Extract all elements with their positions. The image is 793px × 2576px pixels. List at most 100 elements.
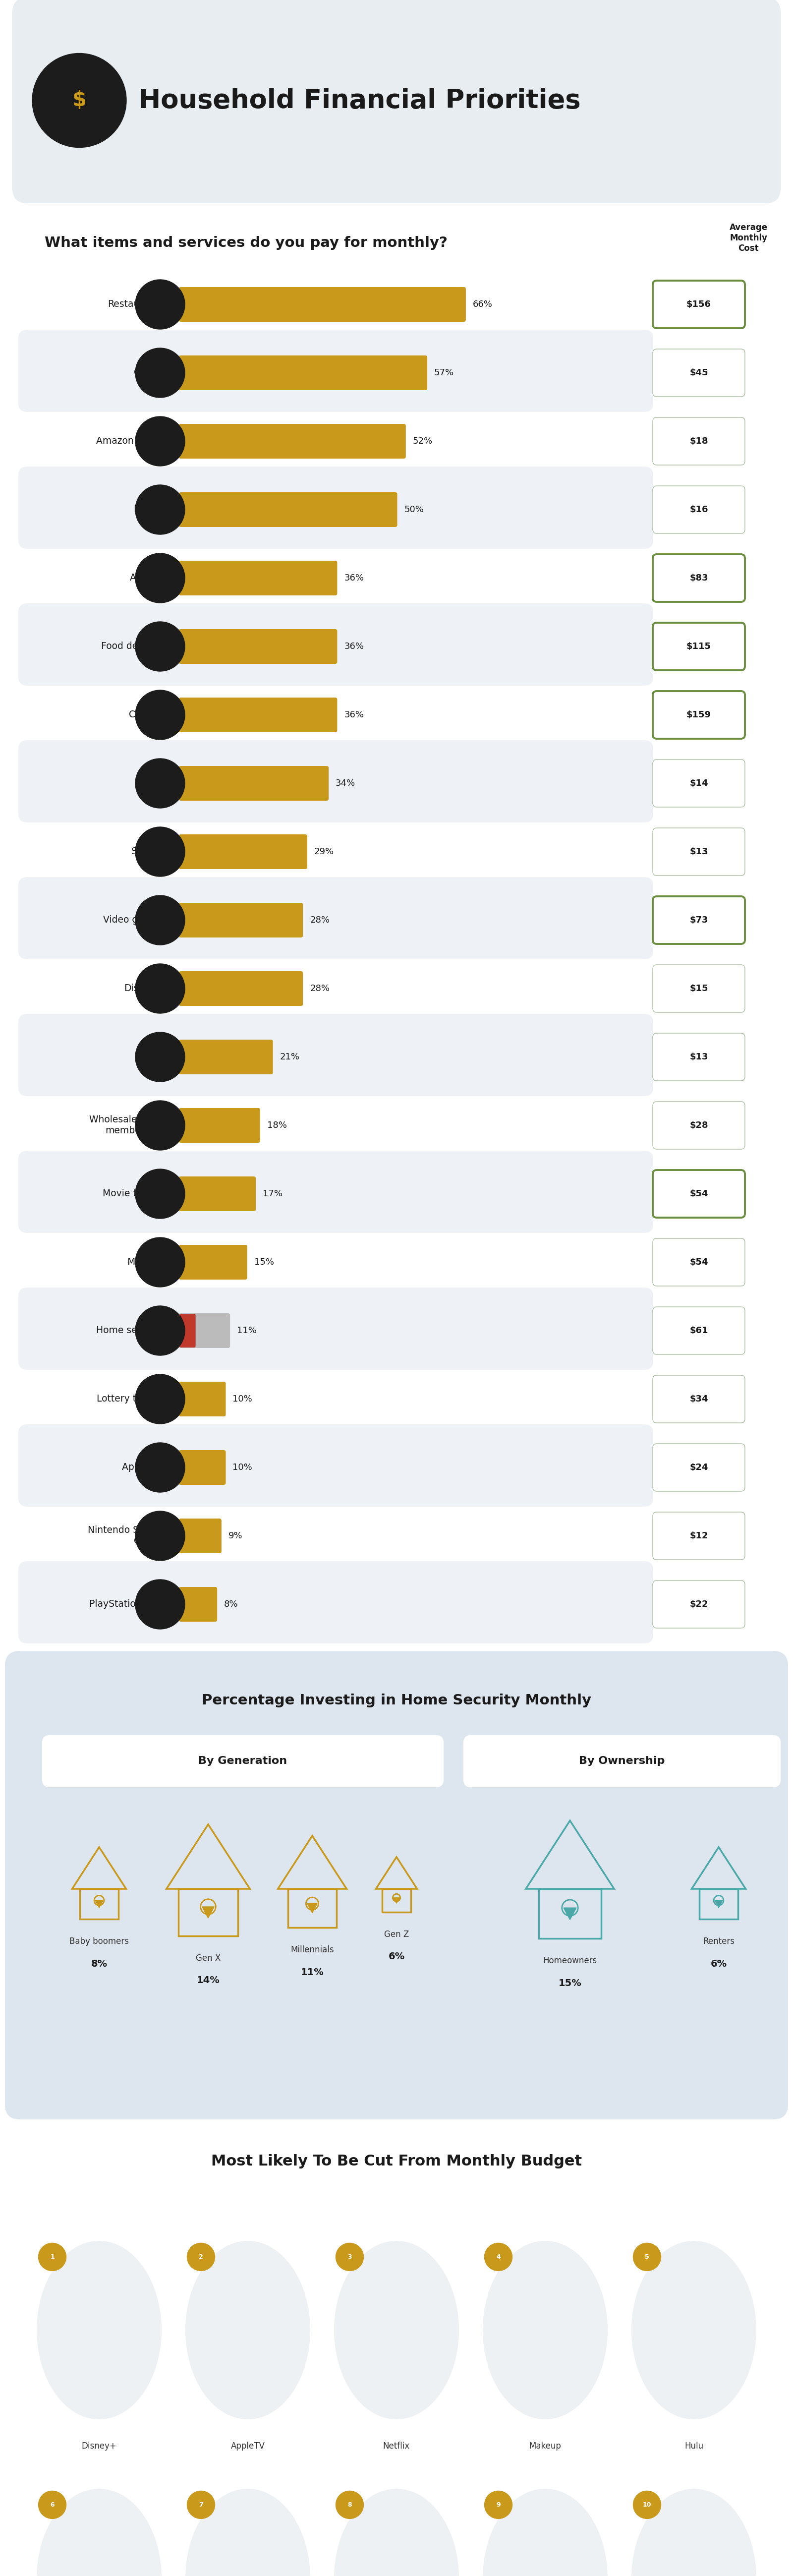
Circle shape bbox=[136, 417, 185, 466]
Polygon shape bbox=[393, 1899, 400, 1904]
FancyBboxPatch shape bbox=[179, 902, 303, 938]
Circle shape bbox=[136, 1033, 185, 1082]
Text: $24: $24 bbox=[690, 1463, 708, 1471]
Text: $: $ bbox=[72, 90, 86, 111]
Text: By Ownership: By Ownership bbox=[579, 1757, 665, 1767]
Text: Gen X: Gen X bbox=[196, 1953, 220, 1963]
Text: $22: $22 bbox=[690, 1600, 708, 1610]
Text: Food delivery: Food delivery bbox=[101, 641, 163, 652]
Ellipse shape bbox=[36, 2241, 162, 2419]
FancyBboxPatch shape bbox=[13, 0, 780, 204]
Circle shape bbox=[33, 54, 126, 147]
FancyBboxPatch shape bbox=[653, 966, 745, 1012]
Text: Disney+: Disney+ bbox=[124, 984, 163, 994]
Text: 17%: 17% bbox=[262, 1190, 282, 1198]
Text: 10: 10 bbox=[642, 2501, 651, 2509]
Text: Lottery tickets: Lottery tickets bbox=[97, 1394, 163, 1404]
FancyBboxPatch shape bbox=[179, 1314, 230, 1347]
Circle shape bbox=[136, 963, 185, 1012]
Ellipse shape bbox=[334, 2241, 459, 2419]
Text: 18%: 18% bbox=[267, 1121, 287, 1131]
Text: Makeup: Makeup bbox=[127, 1257, 163, 1267]
Text: Amazon Prime: Amazon Prime bbox=[96, 435, 163, 446]
FancyBboxPatch shape bbox=[179, 1450, 226, 1484]
Text: 15%: 15% bbox=[558, 1978, 581, 1989]
FancyBboxPatch shape bbox=[18, 739, 653, 822]
Text: Max: Max bbox=[144, 1051, 163, 1061]
Polygon shape bbox=[307, 1904, 317, 1914]
FancyBboxPatch shape bbox=[18, 1015, 653, 1097]
Text: $54: $54 bbox=[690, 1190, 708, 1198]
FancyBboxPatch shape bbox=[653, 1443, 745, 1492]
Text: 34%: 34% bbox=[335, 778, 355, 788]
FancyBboxPatch shape bbox=[179, 286, 465, 322]
Text: 1: 1 bbox=[50, 2254, 55, 2259]
FancyBboxPatch shape bbox=[653, 281, 745, 327]
Text: 8%: 8% bbox=[224, 1600, 238, 1610]
FancyBboxPatch shape bbox=[653, 1033, 745, 1082]
Text: $18: $18 bbox=[689, 438, 708, 446]
FancyBboxPatch shape bbox=[179, 1244, 247, 1280]
Circle shape bbox=[136, 554, 185, 603]
Text: $83: $83 bbox=[689, 574, 708, 582]
Text: Restaurants: Restaurants bbox=[108, 299, 163, 309]
Text: Wholesale store
membership: Wholesale store membership bbox=[89, 1115, 163, 1136]
Text: 3: 3 bbox=[347, 2254, 352, 2259]
FancyBboxPatch shape bbox=[179, 698, 337, 732]
Text: Renters: Renters bbox=[703, 1937, 734, 1945]
FancyBboxPatch shape bbox=[18, 1151, 653, 1234]
Text: Netflix: Netflix bbox=[383, 2442, 410, 2450]
Circle shape bbox=[136, 690, 185, 739]
Text: 10%: 10% bbox=[232, 1394, 252, 1404]
Ellipse shape bbox=[631, 2241, 757, 2419]
Circle shape bbox=[485, 2491, 512, 2519]
FancyBboxPatch shape bbox=[18, 466, 653, 549]
FancyBboxPatch shape bbox=[179, 971, 303, 1005]
Text: 14%: 14% bbox=[197, 1976, 220, 1986]
Text: 21%: 21% bbox=[280, 1054, 300, 1061]
FancyBboxPatch shape bbox=[179, 1517, 221, 1553]
Circle shape bbox=[136, 1373, 185, 1425]
Text: Coffee: Coffee bbox=[134, 368, 163, 379]
Text: 57%: 57% bbox=[435, 368, 454, 376]
Ellipse shape bbox=[631, 2488, 757, 2576]
FancyBboxPatch shape bbox=[463, 1736, 780, 1788]
Text: $159: $159 bbox=[687, 711, 711, 719]
FancyBboxPatch shape bbox=[653, 760, 745, 806]
FancyBboxPatch shape bbox=[179, 562, 337, 595]
Polygon shape bbox=[564, 1909, 577, 1919]
FancyBboxPatch shape bbox=[179, 492, 397, 528]
Text: Average
Monthly
Cost: Average Monthly Cost bbox=[730, 224, 768, 252]
Text: 28%: 28% bbox=[310, 984, 330, 992]
Text: 11%: 11% bbox=[237, 1327, 257, 1334]
FancyBboxPatch shape bbox=[653, 1239, 745, 1285]
Circle shape bbox=[187, 2491, 215, 2519]
Circle shape bbox=[136, 1236, 185, 1288]
Text: 6%: 6% bbox=[711, 1960, 727, 1968]
Ellipse shape bbox=[483, 2488, 607, 2576]
Circle shape bbox=[187, 2244, 215, 2272]
FancyBboxPatch shape bbox=[653, 1170, 745, 1218]
Text: Hulu: Hulu bbox=[142, 778, 163, 788]
FancyBboxPatch shape bbox=[653, 1376, 745, 1422]
Text: $34: $34 bbox=[690, 1394, 708, 1404]
Polygon shape bbox=[95, 1901, 103, 1909]
FancyBboxPatch shape bbox=[179, 1108, 260, 1144]
Text: Hulu: Hulu bbox=[684, 2442, 703, 2450]
Text: $12: $12 bbox=[690, 1530, 708, 1540]
FancyBboxPatch shape bbox=[18, 603, 653, 685]
Text: Movie tickets: Movie tickets bbox=[102, 1190, 163, 1198]
FancyBboxPatch shape bbox=[179, 629, 337, 665]
Ellipse shape bbox=[186, 2488, 310, 2576]
Text: 36%: 36% bbox=[344, 641, 364, 652]
FancyBboxPatch shape bbox=[179, 355, 427, 389]
Circle shape bbox=[335, 2244, 363, 2272]
Text: 4: 4 bbox=[496, 2254, 500, 2259]
FancyBboxPatch shape bbox=[653, 1582, 745, 1628]
FancyBboxPatch shape bbox=[179, 1041, 273, 1074]
Circle shape bbox=[136, 1512, 185, 1561]
Circle shape bbox=[136, 1579, 185, 1628]
Text: Millennials: Millennials bbox=[290, 1945, 334, 1955]
FancyBboxPatch shape bbox=[653, 827, 745, 876]
FancyBboxPatch shape bbox=[653, 417, 745, 466]
